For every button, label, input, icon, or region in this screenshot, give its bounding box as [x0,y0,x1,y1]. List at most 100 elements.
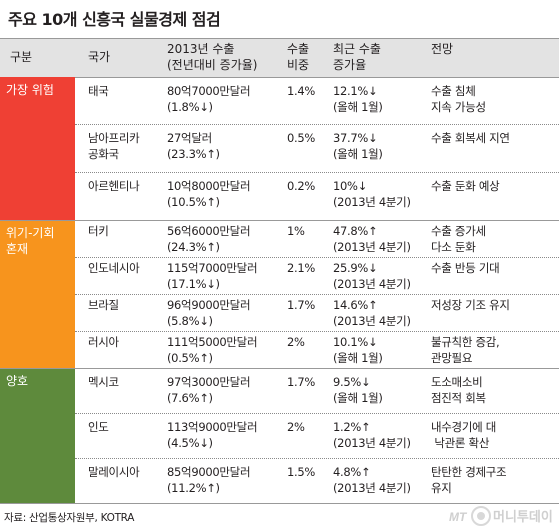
outlook-line2: 지속 가능성 [431,100,486,114]
table-row: 브라질 96억9000만달러 (5.8%↓) 1.7% 14.6%↑ (2013… [75,294,559,332]
category-block-mixed: 위기-기회 혼재 [0,220,75,368]
outlook: 수출 침체 [431,84,476,98]
country-name: 남아프리카 [88,131,140,145]
header-recent: 최근 수출 [333,42,381,56]
recent-growth: 12.1%↓ [333,84,378,98]
outlook-line2: 점진적 회복 [431,391,486,405]
table-row: 아르헨티나 10억8000만달러 (10.5%↑) 0.2% 10%↓ (201… [75,172,559,220]
outlook-line2: 낙관론 확산 [431,436,490,450]
page-title: 주요 10개 신흥국 실물경제 점검 [8,10,221,29]
recent-period: (2013년 4분기) [333,240,411,254]
recent-period: (올해 1월) [333,147,383,161]
export-share: 1% [287,224,305,238]
category-label: 가장 위험 [6,83,54,97]
country-name: 태국 [88,84,109,98]
outlook-line2: 유지 [431,481,452,495]
export-value: 111억5000만달러 [167,335,258,349]
export-value: 85억9000만달러 [167,465,251,479]
recent-growth: 37.7%↓ [333,131,378,145]
recent-period: (2013년 4분기) [333,314,411,328]
country-name: 말레이시아 [88,465,140,479]
export-value: 27억달러 [167,131,212,145]
export-value: 56억6000만달러 [167,224,251,238]
table-row: 인도네시아 115억7000만달러 (17.1%↓) 2.1% 25.9%↓ (… [75,257,559,295]
recent-period: (2013년 4분기) [333,277,411,291]
recent-growth: 25.9%↓ [333,261,378,275]
header-country: 국가 [88,50,111,64]
export-value: 113억9000만달러 [167,420,258,434]
category-label-line2: 혼재 [6,242,29,256]
export-growth: (24.3%↑) [167,240,220,254]
export-share: 1.5% [287,465,316,479]
recent-growth: 1.2%↑ [333,420,371,434]
recent-growth: 47.8%↑ [333,224,378,238]
export-value: 115억7000만달러 [167,261,258,275]
recent-growth: 10.1%↓ [333,335,378,349]
recent-growth: 14.6%↑ [333,298,378,312]
category-label: 양호 [6,374,29,388]
recent-growth: 9.5%↓ [333,375,371,389]
country-name: 멕시코 [88,375,119,389]
header-share-sub: 비중 [287,58,310,72]
table-row: 태국 80억7000만달러 (1.8%↓) 1.4% 12.1%↓ (올해 1월… [75,77,559,125]
header-export: 2013년 수출 [167,42,235,56]
country-name-line2: 공화국 [88,147,119,161]
country-name: 인도 [88,420,109,434]
export-share: 2% [287,335,305,349]
outlook-line2: 다소 둔화 [431,240,476,254]
export-growth: (5.8%↓) [167,314,213,328]
category-block-high-risk: 가장 위험 [0,77,75,220]
recent-growth: 4.8%↑ [333,465,371,479]
table-row: 말레이시아 85억9000만달러 (11.2%↑) 1.5% 4.8%↑ (20… [75,458,559,503]
table-row: 러시아 111억5000만달러 (0.5%↑) 2% 10.1%↓ (올해 1월… [75,331,559,368]
header-category: 구분 [10,50,33,64]
header-outlook: 전망 [431,42,454,56]
logo-mark: MT [449,510,468,524]
export-growth: (1.8%↓) [167,100,213,114]
recent-period: (2013년 4분기) [333,481,411,495]
export-share: 2% [287,420,305,434]
outlook-line2: 관망필요 [431,351,473,365]
export-value: 96억9000만달러 [167,298,251,312]
outlook: 불규칙한 증감, [431,335,500,349]
country-name: 브라질 [88,298,119,312]
recent-period: (올해 1월) [333,391,383,405]
outlook: 도소매소비 [431,375,483,389]
table-header: 구분 국가 2013년 수출 (전년대비 증가율) 수출 비중 최근 수출 증가… [0,38,559,78]
header-share: 수출 [287,42,310,56]
category-divider [0,220,559,221]
export-value: 80억7000만달러 [167,84,251,98]
export-growth: (7.6%↑) [167,391,213,405]
outlook: 저성장 기조 유지 [431,298,510,312]
export-share: 0.5% [287,131,316,145]
outlook: 수출 증가세 [431,224,486,238]
export-growth: (17.1%↓) [167,277,220,291]
export-growth: (23.3%↑) [167,147,220,161]
outlook: 탄탄한 경제구조 [431,465,507,479]
table-row: 멕시코 97억3000만달러 (7.6%↑) 1.7% 9.5%↓ (올해 1월… [75,368,559,414]
moneytoday-logo: MT 머니투데이 [447,500,557,528]
category-block-stable: 양호 [0,368,75,503]
table-row: 터키 56억6000만달러 (24.3%↑) 1% 47.8%↑ (2013년 … [75,220,559,258]
header-export-sub: (전년대비 증가율) [167,58,258,72]
category-divider [0,368,559,369]
export-share: 1.7% [287,375,316,389]
recent-period: (2013년 4분기) [333,436,411,450]
export-growth: (0.5%↑) [167,351,213,365]
export-value: 97억3000만달러 [167,375,251,389]
export-share: 1.7% [287,298,316,312]
table-row: 남아프리카 공화국 27억달러 (23.3%↑) 0.5% 37.7%↓ (올해… [75,124,559,173]
recent-period: (올해 1월) [333,351,383,365]
export-share: 1.4% [287,84,316,98]
table-bottom-line [0,503,559,504]
country-name: 인도네시아 [88,261,140,275]
logo-watermark-icon: MT 머니투데이 [449,506,553,526]
recent-period: (올해 1월) [333,100,383,114]
country-name: 러시아 [88,335,119,349]
recent-growth: 10%↓ [333,179,367,193]
outlook: 수출 반등 기대 [431,261,500,275]
recent-period: (2013년 4분기) [333,195,411,209]
export-share: 2.1% [287,261,316,275]
export-growth: (11.2%↑) [167,481,220,495]
country-name: 아르헨티나 [88,179,140,193]
